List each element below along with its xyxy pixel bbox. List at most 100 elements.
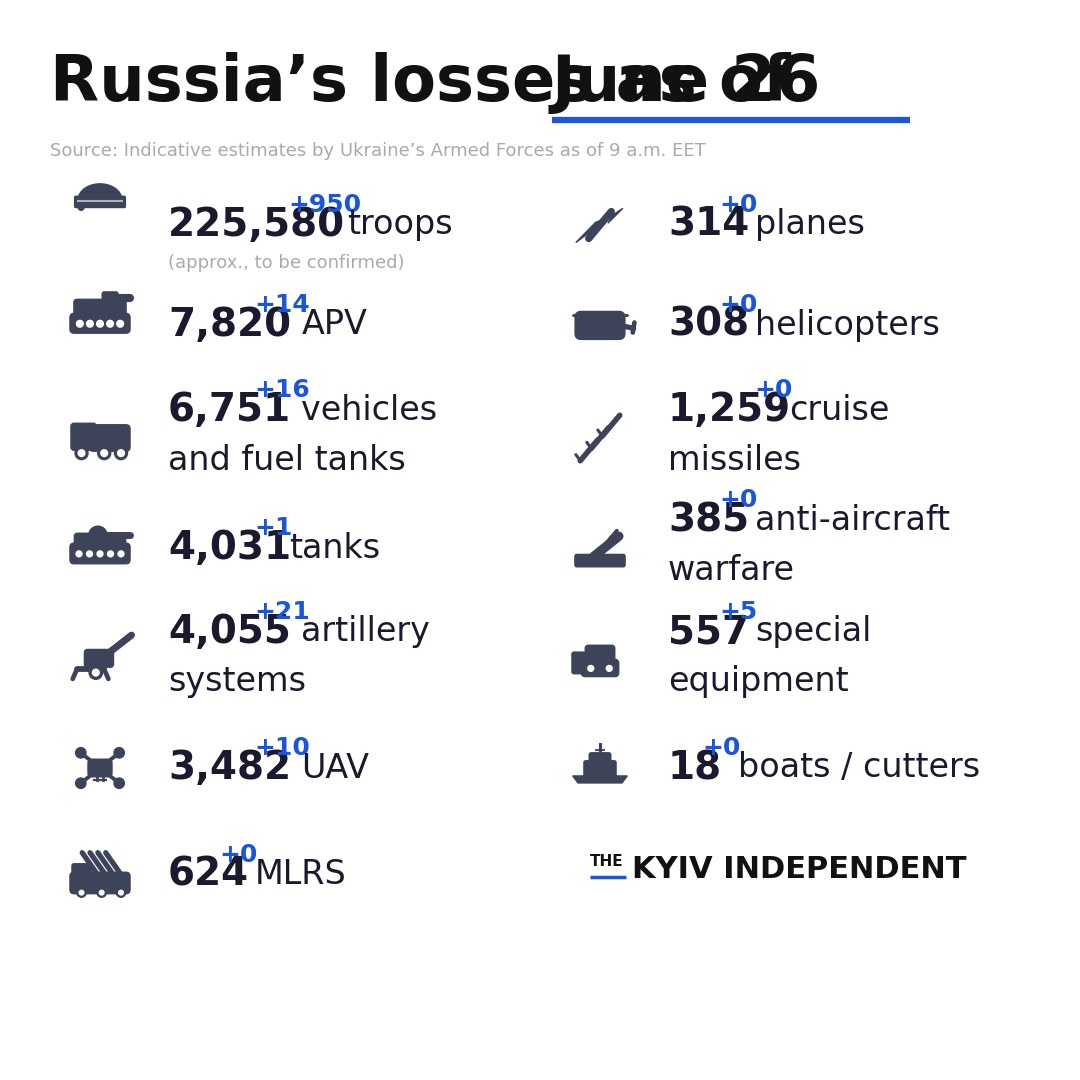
- Circle shape: [89, 666, 103, 679]
- Circle shape: [118, 551, 124, 557]
- Circle shape: [86, 551, 93, 557]
- Circle shape: [598, 313, 603, 318]
- FancyBboxPatch shape: [70, 543, 130, 564]
- FancyBboxPatch shape: [72, 864, 91, 879]
- Text: +10: +10: [254, 735, 310, 760]
- Text: +0: +0: [702, 735, 741, 760]
- Circle shape: [97, 888, 106, 897]
- Circle shape: [114, 747, 124, 758]
- Text: tanks: tanks: [289, 531, 381, 565]
- FancyBboxPatch shape: [71, 423, 96, 450]
- Circle shape: [78, 449, 85, 457]
- FancyBboxPatch shape: [590, 753, 611, 766]
- FancyBboxPatch shape: [584, 760, 616, 778]
- FancyBboxPatch shape: [585, 645, 615, 667]
- Text: planes: planes: [755, 208, 865, 242]
- Circle shape: [108, 551, 113, 557]
- Circle shape: [76, 747, 86, 758]
- Polygon shape: [576, 216, 611, 243]
- FancyBboxPatch shape: [572, 652, 588, 674]
- Circle shape: [97, 447, 111, 460]
- Text: APV: APV: [301, 309, 367, 341]
- FancyBboxPatch shape: [84, 649, 113, 667]
- Text: 1,259: 1,259: [669, 391, 792, 429]
- FancyBboxPatch shape: [575, 554, 625, 567]
- Text: +1: +1: [254, 516, 293, 540]
- Circle shape: [97, 551, 103, 557]
- Text: 4,031: 4,031: [168, 529, 292, 567]
- Text: 308: 308: [669, 306, 750, 345]
- Text: +14: +14: [254, 293, 310, 318]
- FancyBboxPatch shape: [103, 292, 118, 305]
- Text: +16: +16: [254, 378, 310, 402]
- Circle shape: [76, 551, 82, 557]
- Text: troops: troops: [348, 208, 454, 242]
- Circle shape: [77, 321, 83, 327]
- FancyBboxPatch shape: [70, 873, 130, 894]
- Text: +0: +0: [719, 488, 758, 512]
- Text: 557: 557: [669, 613, 750, 651]
- Text: +0: +0: [719, 193, 758, 217]
- Circle shape: [86, 321, 93, 327]
- FancyBboxPatch shape: [70, 313, 130, 334]
- Circle shape: [78, 204, 84, 211]
- FancyBboxPatch shape: [73, 299, 126, 321]
- Text: 4,055: 4,055: [168, 613, 291, 651]
- Circle shape: [100, 449, 108, 457]
- Text: boats / cutters: boats / cutters: [738, 752, 981, 784]
- Circle shape: [606, 665, 612, 672]
- Circle shape: [96, 321, 104, 327]
- Circle shape: [77, 888, 86, 897]
- Text: 18: 18: [669, 750, 723, 787]
- Text: artillery: artillery: [301, 616, 430, 648]
- Circle shape: [117, 888, 125, 897]
- FancyBboxPatch shape: [75, 197, 125, 207]
- Circle shape: [99, 890, 104, 895]
- Text: 314: 314: [669, 206, 750, 244]
- Circle shape: [89, 526, 107, 544]
- Text: +0: +0: [754, 378, 793, 402]
- Circle shape: [114, 447, 127, 460]
- Text: +0: +0: [219, 843, 258, 867]
- FancyBboxPatch shape: [87, 759, 112, 777]
- Text: special: special: [755, 616, 872, 648]
- Circle shape: [588, 665, 594, 672]
- Text: MLRS: MLRS: [255, 859, 347, 891]
- Text: KYIV INDEPENDENT: KYIV INDEPENDENT: [632, 855, 967, 885]
- Text: (approx., to be confirmed): (approx., to be confirmed): [168, 254, 405, 272]
- Circle shape: [93, 670, 99, 676]
- Text: 225,580: 225,580: [168, 206, 346, 244]
- Text: cruise: cruise: [789, 393, 890, 427]
- Circle shape: [107, 321, 113, 327]
- Text: 3,482: 3,482: [168, 750, 292, 787]
- Text: Source: Indicative estimates by Ukraine’s Armed Forces as of 9 a.m. EET: Source: Indicative estimates by Ukraine’…: [50, 141, 705, 160]
- Text: equipment: equipment: [669, 665, 849, 699]
- Circle shape: [117, 321, 123, 327]
- Text: 6,751: 6,751: [168, 391, 292, 429]
- Circle shape: [75, 447, 89, 460]
- Text: anti-aircraft: anti-aircraft: [755, 503, 950, 537]
- FancyBboxPatch shape: [581, 660, 619, 676]
- Circle shape: [79, 890, 84, 895]
- Text: +0: +0: [719, 293, 758, 318]
- Text: Russia’s losses as of: Russia’s losses as of: [50, 52, 813, 114]
- Text: UAV: UAV: [301, 752, 369, 784]
- Text: systems: systems: [168, 665, 306, 699]
- Text: +950: +950: [288, 193, 362, 217]
- Text: +5: +5: [719, 600, 758, 624]
- FancyBboxPatch shape: [90, 424, 130, 451]
- Text: 7,820: 7,820: [168, 306, 292, 345]
- Text: June 26: June 26: [552, 52, 822, 114]
- Text: missiles: missiles: [669, 444, 801, 476]
- Polygon shape: [608, 208, 623, 224]
- FancyBboxPatch shape: [75, 534, 125, 551]
- Circle shape: [118, 449, 124, 457]
- Text: and fuel tanks: and fuel tanks: [168, 444, 406, 476]
- Polygon shape: [78, 184, 122, 200]
- Text: vehicles: vehicles: [301, 393, 437, 427]
- Polygon shape: [572, 775, 627, 783]
- FancyBboxPatch shape: [576, 311, 625, 339]
- Circle shape: [119, 890, 123, 895]
- Text: warfare: warfare: [669, 553, 795, 586]
- Text: 624: 624: [168, 856, 249, 894]
